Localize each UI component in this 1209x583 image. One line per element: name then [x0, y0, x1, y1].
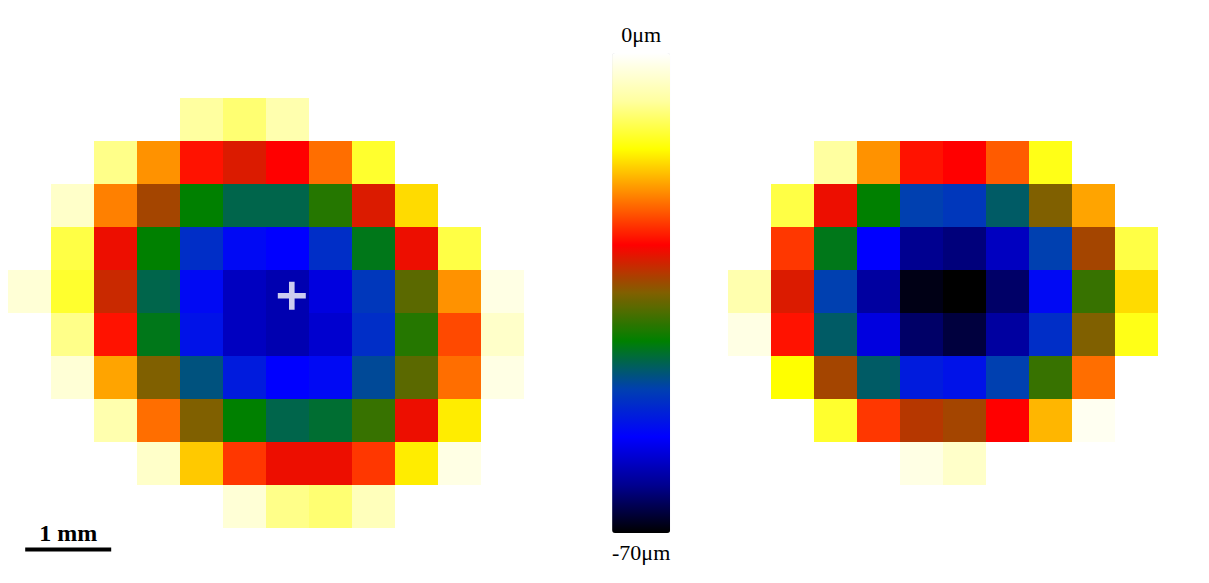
svg-text:0μm: 0μm: [621, 22, 661, 47]
svg-text:1 mm: 1 mm: [39, 520, 97, 546]
svg-text:-70μm: -70μm: [612, 540, 670, 565]
